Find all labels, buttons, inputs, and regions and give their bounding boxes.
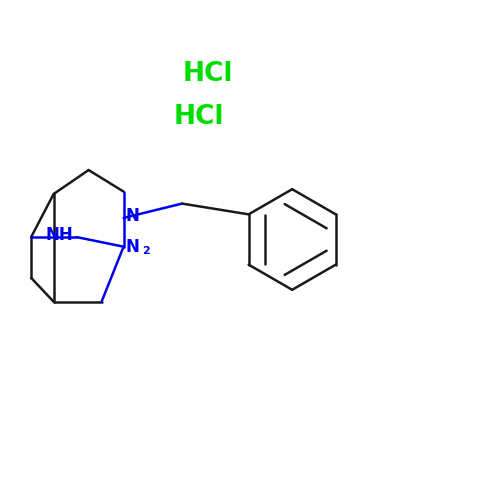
Text: HCl: HCl: [173, 104, 224, 130]
Text: N: N: [125, 238, 139, 256]
Text: 2: 2: [142, 247, 149, 256]
Text: N: N: [126, 206, 140, 225]
Text: HCl: HCl: [183, 61, 234, 87]
Text: NH: NH: [45, 226, 73, 244]
